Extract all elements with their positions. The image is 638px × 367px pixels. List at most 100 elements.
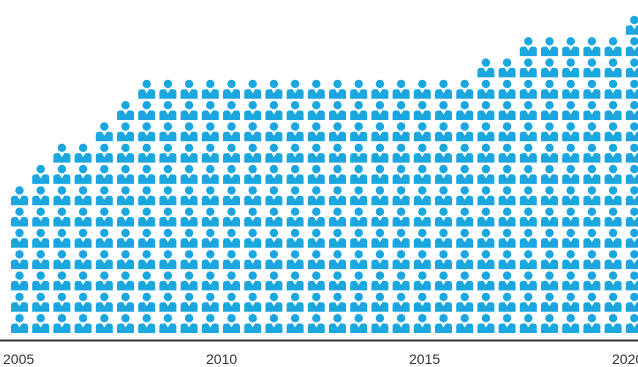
person-icon bbox=[583, 143, 601, 163]
person-icon bbox=[477, 101, 495, 120]
person-icon bbox=[371, 186, 389, 206]
person-icon bbox=[435, 228, 452, 248]
person-icon bbox=[625, 292, 638, 312]
person-icon bbox=[117, 143, 134, 163]
person-icon bbox=[435, 271, 452, 291]
person-icon bbox=[350, 79, 368, 99]
person-icon bbox=[53, 314, 71, 333]
person-icon bbox=[435, 314, 452, 333]
person-icon bbox=[456, 228, 474, 248]
person-icon bbox=[159, 122, 177, 142]
person-icon bbox=[244, 101, 262, 120]
person-icon bbox=[456, 271, 474, 291]
person-icon bbox=[95, 164, 113, 184]
person-icon bbox=[392, 228, 410, 248]
x-tick-label: 2020 bbox=[612, 351, 638, 367]
person-icon bbox=[74, 292, 92, 312]
person-icon bbox=[371, 79, 389, 99]
person-icon bbox=[583, 207, 601, 227]
person-icon bbox=[307, 292, 325, 312]
person-icon bbox=[562, 101, 580, 120]
person-icon bbox=[604, 314, 622, 333]
person-icon bbox=[74, 250, 92, 270]
person-icon bbox=[350, 271, 368, 291]
person-icon bbox=[53, 228, 71, 248]
person-icon bbox=[286, 271, 304, 291]
person-icon bbox=[625, 79, 638, 99]
person-icon bbox=[74, 143, 92, 163]
person-icon bbox=[307, 186, 325, 206]
person-icon bbox=[223, 79, 240, 99]
person-icon bbox=[541, 228, 558, 248]
person-icon bbox=[265, 143, 283, 163]
person-icon bbox=[201, 228, 219, 248]
person-icon bbox=[498, 79, 516, 99]
person-icon bbox=[307, 271, 325, 291]
person-icon bbox=[180, 250, 198, 270]
person-icon bbox=[329, 79, 346, 99]
person-icon bbox=[562, 186, 580, 206]
person-icon bbox=[350, 250, 368, 270]
person-icon bbox=[456, 164, 474, 184]
person-icon bbox=[244, 122, 262, 142]
person-icon bbox=[32, 292, 50, 312]
person-icon bbox=[138, 250, 156, 270]
person-icon bbox=[159, 143, 177, 163]
person-icon bbox=[435, 250, 452, 270]
person-icon bbox=[413, 207, 431, 227]
person-icon bbox=[541, 314, 558, 333]
person-icon bbox=[392, 164, 410, 184]
person-icon bbox=[117, 122, 134, 142]
person-icon bbox=[498, 314, 516, 333]
person-icon bbox=[95, 143, 113, 163]
person-icon bbox=[329, 122, 346, 142]
person-icon bbox=[223, 143, 240, 163]
person-icon bbox=[604, 58, 622, 78]
person-icon bbox=[477, 207, 495, 227]
person-icon bbox=[562, 37, 580, 57]
person-icon bbox=[32, 228, 50, 248]
person-icon bbox=[265, 79, 283, 99]
person-icon bbox=[265, 101, 283, 120]
person-icon bbox=[498, 228, 516, 248]
person-icon bbox=[138, 122, 156, 142]
person-icon bbox=[201, 314, 219, 333]
person-icon bbox=[604, 228, 622, 248]
person-icon bbox=[201, 186, 219, 206]
person-icon bbox=[371, 207, 389, 227]
person-icon bbox=[159, 186, 177, 206]
person-icon bbox=[392, 314, 410, 333]
person-icon bbox=[138, 271, 156, 291]
person-icon bbox=[625, 250, 638, 270]
person-icon bbox=[498, 58, 516, 78]
person-icon bbox=[244, 164, 262, 184]
person-icon bbox=[498, 143, 516, 163]
person-icon bbox=[477, 58, 495, 78]
x-tick-label: 2015 bbox=[409, 351, 440, 367]
person-icon bbox=[244, 207, 262, 227]
person-icon bbox=[53, 143, 71, 163]
person-icon bbox=[625, 271, 638, 291]
person-icon bbox=[117, 101, 134, 120]
person-icon bbox=[201, 271, 219, 291]
person-icon bbox=[32, 186, 50, 206]
person-icon bbox=[95, 186, 113, 206]
person-icon bbox=[117, 207, 134, 227]
person-icon bbox=[435, 101, 452, 120]
person-icon bbox=[562, 250, 580, 270]
person-icon bbox=[265, 122, 283, 142]
person-icon bbox=[117, 250, 134, 270]
person-icon bbox=[541, 271, 558, 291]
person-icon bbox=[329, 186, 346, 206]
person-icon bbox=[583, 292, 601, 312]
person-icon bbox=[604, 207, 622, 227]
person-icon bbox=[562, 164, 580, 184]
person-icon bbox=[286, 79, 304, 99]
person-icon bbox=[541, 122, 558, 142]
person-icon bbox=[307, 101, 325, 120]
person-icon bbox=[286, 143, 304, 163]
person-icon bbox=[307, 250, 325, 270]
person-icon bbox=[307, 164, 325, 184]
person-icon bbox=[265, 292, 283, 312]
person-icon bbox=[286, 186, 304, 206]
